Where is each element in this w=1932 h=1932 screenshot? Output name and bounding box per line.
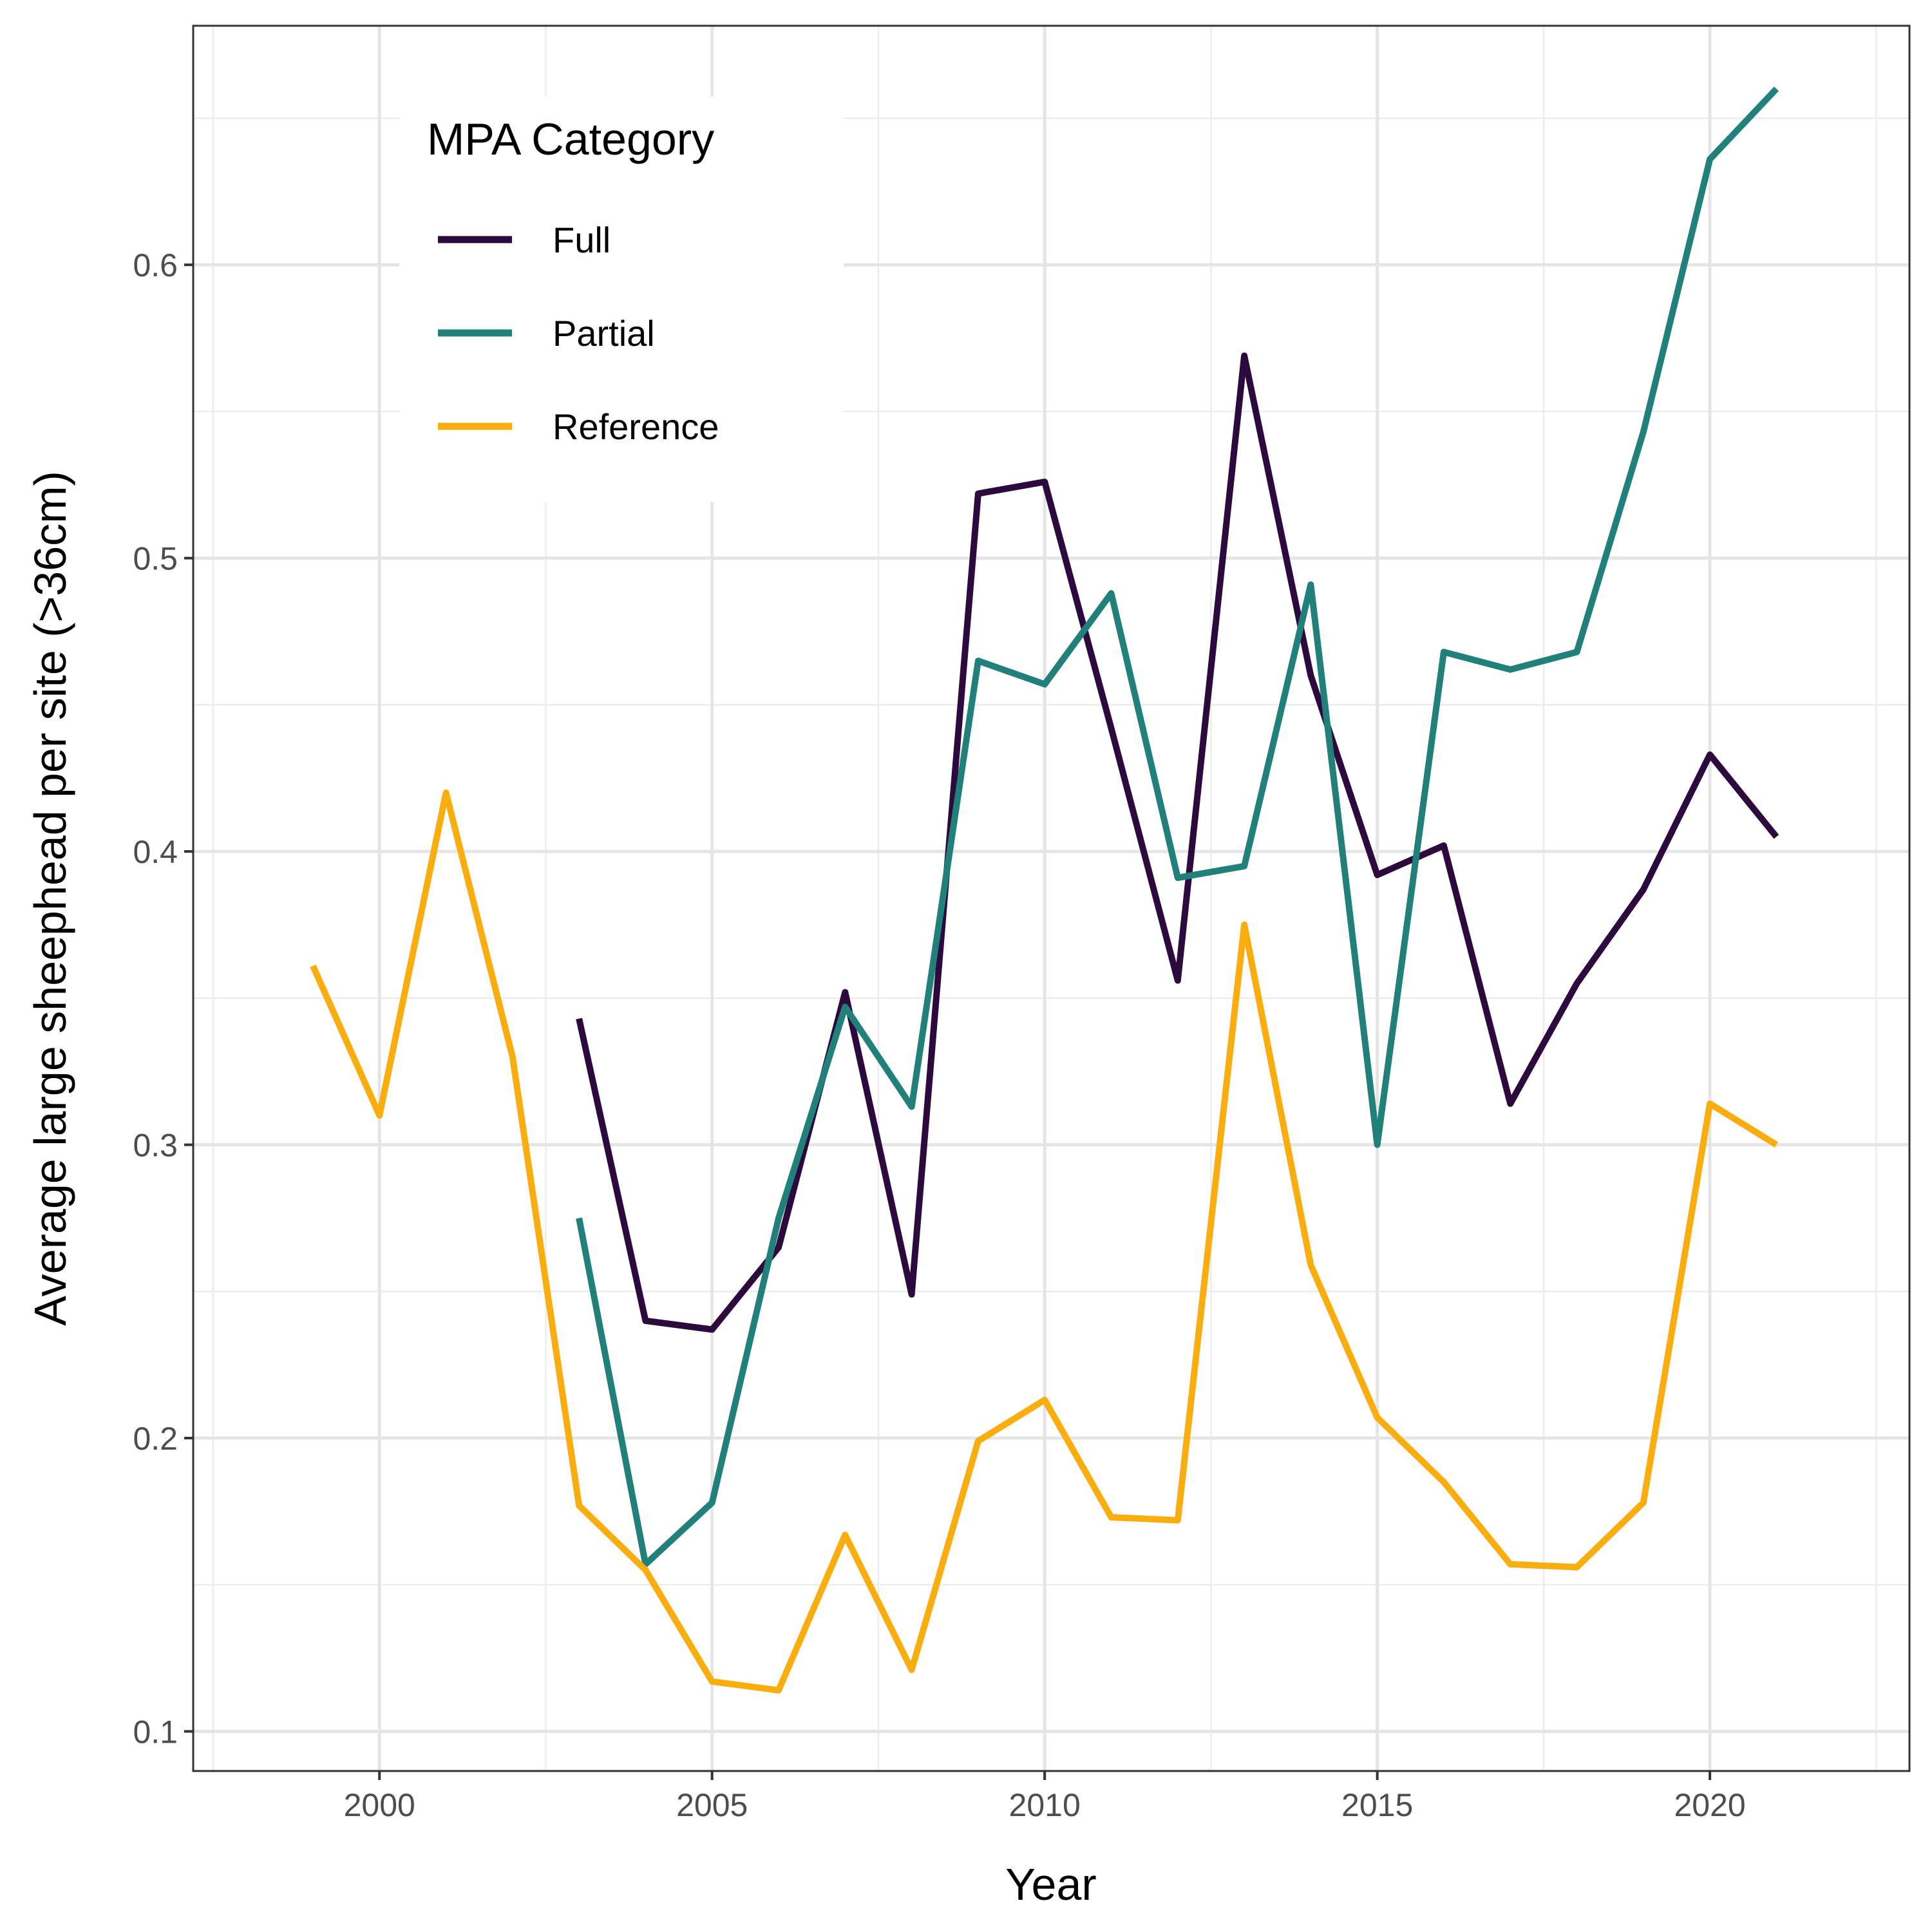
legend-label-full: Full <box>553 220 611 260</box>
series-line-reference <box>310 790 1779 1694</box>
series-line-full <box>576 352 1779 1333</box>
x-axis-ticks: 2000 2005 2010 2015 2020 <box>344 1771 1746 1823</box>
legend-background <box>399 97 844 502</box>
series-line-partial <box>576 86 1779 1567</box>
series-lines <box>310 86 1779 1694</box>
y-tick-label: 0.3 <box>133 1128 178 1164</box>
x-tick-label: 2015 <box>1341 1787 1413 1823</box>
plot-panel-border <box>192 24 1911 1772</box>
x-tick-label: 2000 <box>344 1787 415 1823</box>
y-axis-title: Average large sheephead per site (>36cm) <box>25 471 75 1326</box>
y-axis-ticks: 0.1 0.2 0.3 0.4 0.5 0.6 <box>133 247 193 1750</box>
legend-items: Full Partial Reference <box>438 220 719 447</box>
legend: MPA Category Full Partial Reference <box>399 97 844 502</box>
legend-title: MPA Category <box>427 114 714 164</box>
y-tick-label: 0.1 <box>133 1714 178 1750</box>
x-tick-label: 2010 <box>1009 1787 1081 1823</box>
legend-label-reference: Reference <box>553 406 719 447</box>
x-axis-title: Year <box>1005 1859 1096 1909</box>
y-tick-label: 0.6 <box>133 247 178 283</box>
legend-label-partial: Partial <box>553 313 655 354</box>
y-tick-label: 0.5 <box>133 541 178 577</box>
x-tick-label: 2005 <box>676 1787 748 1823</box>
y-tick-label: 0.2 <box>133 1421 178 1457</box>
major-gridlines <box>193 26 1909 1771</box>
y-tick-label: 0.4 <box>133 834 178 870</box>
x-tick-label: 2020 <box>1674 1787 1745 1823</box>
